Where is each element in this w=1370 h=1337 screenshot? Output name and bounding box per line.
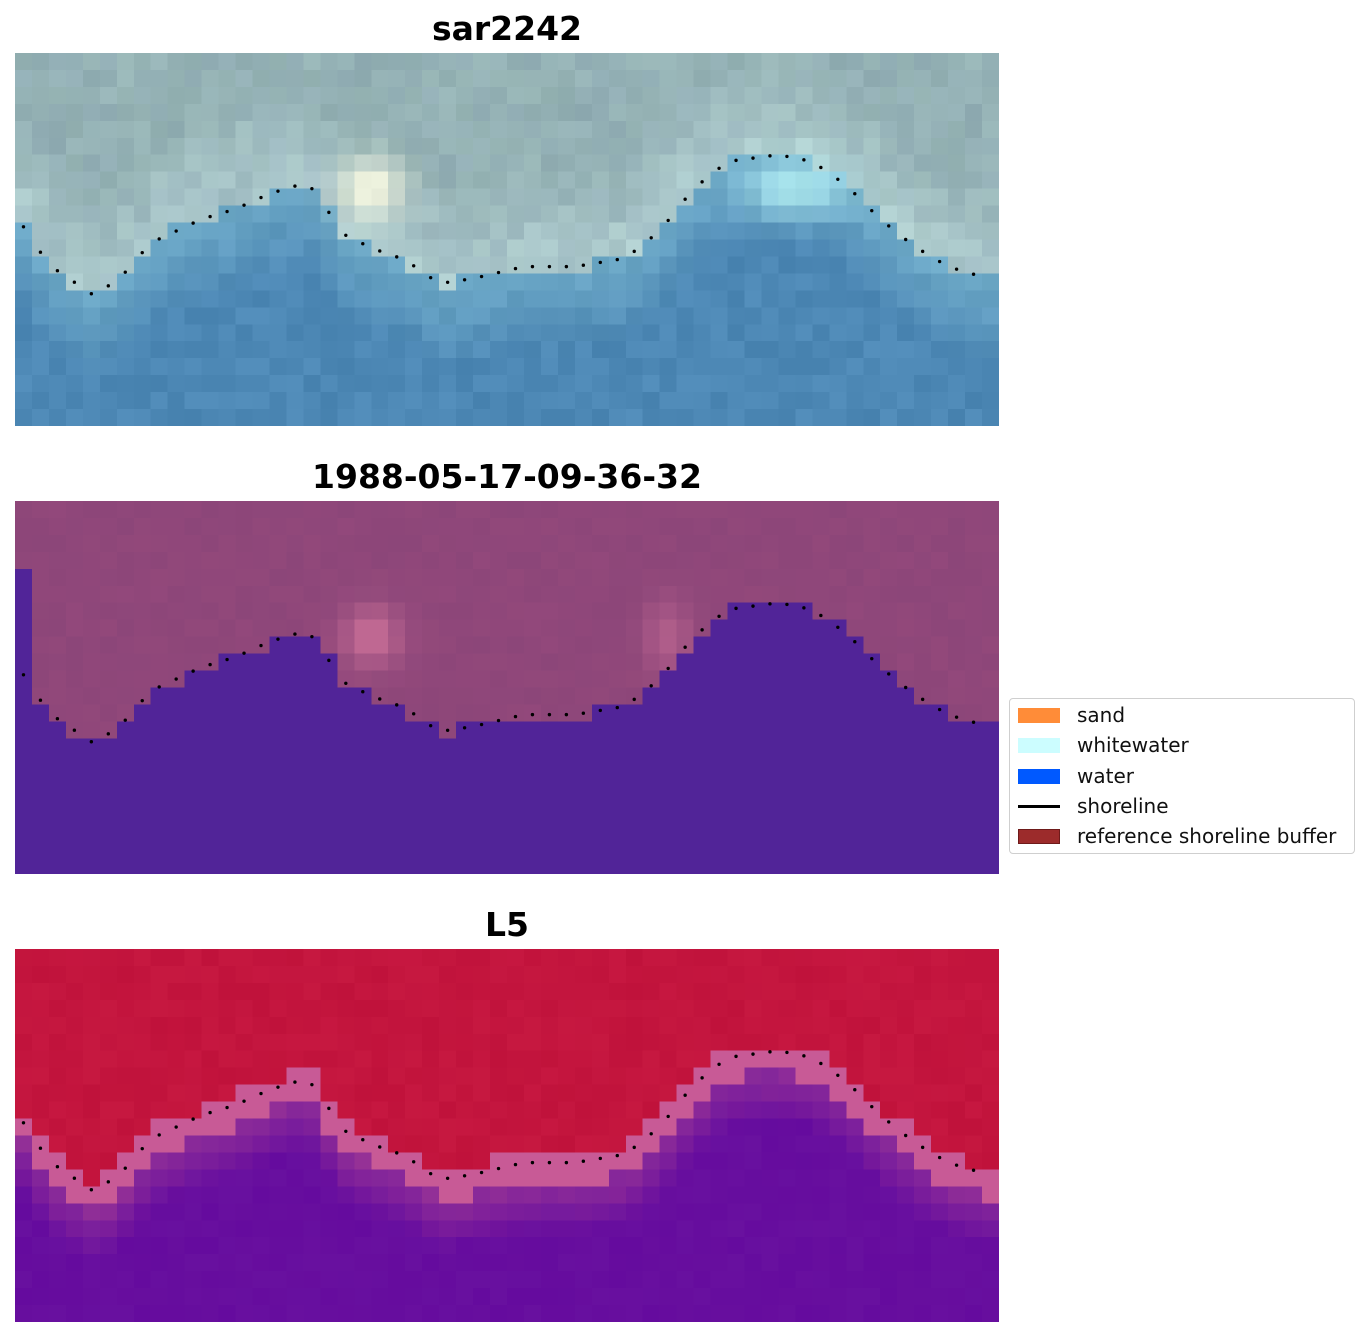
index-image-panel (15, 949, 999, 1322)
shoreline-dots-classified (21, 602, 976, 744)
index-image-pixels (15, 949, 999, 1322)
classified-image-panel (15, 501, 999, 874)
panel-title-classified: 1988-05-17-09-36-32 (312, 457, 702, 496)
legend-label-shoreline: shoreline (1077, 794, 1169, 818)
legend-label-whitewater: whitewater (1077, 733, 1189, 757)
legend-item-water: water (1010, 765, 1354, 787)
legend-item-sand: sand (1010, 704, 1354, 726)
sand-swatch (1018, 708, 1060, 723)
legend-label-water: water (1077, 764, 1134, 788)
rgb-image-panel (15, 53, 999, 426)
water-swatch (1018, 769, 1060, 784)
panel-title-index: L5 (485, 905, 529, 944)
whitewater-swatch (1018, 738, 1060, 753)
panel-title-rgb: sar2242 (431, 9, 583, 48)
legend: sand whitewater water shoreline referenc… (1009, 698, 1355, 854)
legend-item-reference-buffer: reference shoreline buffer (1010, 825, 1354, 847)
legend-item-whitewater: whitewater (1010, 734, 1354, 756)
shoreline-dots-index (21, 1050, 976, 1192)
shoreline-line-swatch (1018, 805, 1060, 808)
rgb-image-pixels (15, 53, 999, 426)
reference-buffer-swatch (1018, 829, 1060, 844)
legend-label-sand: sand (1077, 703, 1126, 727)
legend-item-shoreline: shoreline (1010, 795, 1354, 817)
shoreline-dots-rgb (21, 154, 976, 296)
classified-image-pixels (15, 501, 999, 874)
legend-label-reference-buffer: reference shoreline buffer (1077, 824, 1337, 848)
